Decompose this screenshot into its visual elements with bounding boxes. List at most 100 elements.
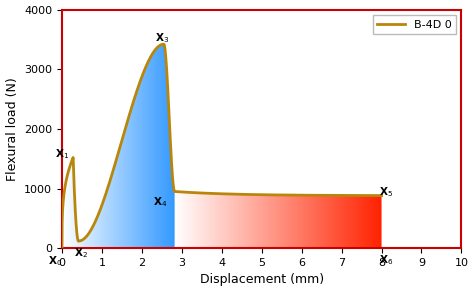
Bar: [369, 10, 370, 248]
Bar: [268, 10, 269, 248]
Bar: [323, 10, 324, 248]
Bar: [330, 10, 331, 248]
Bar: [277, 10, 278, 248]
Bar: [231, 10, 232, 248]
Bar: [319, 10, 320, 248]
Bar: [291, 10, 292, 248]
Bar: [376, 10, 377, 248]
Bar: [320, 10, 321, 248]
Bar: [221, 10, 222, 248]
Bar: [350, 10, 351, 248]
Bar: [347, 10, 348, 248]
B-4D 0: [59, 246, 65, 250]
Bar: [307, 10, 308, 248]
Bar: [346, 10, 347, 248]
Bar: [213, 10, 214, 248]
Y-axis label: Flexural load (N): Flexural load (N): [6, 77, 18, 181]
Polygon shape: [62, 44, 174, 248]
Bar: [264, 10, 265, 248]
Bar: [318, 10, 319, 248]
Bar: [207, 10, 208, 248]
Bar: [340, 10, 341, 248]
Bar: [179, 10, 180, 248]
Bar: [190, 10, 191, 248]
Bar: [365, 10, 366, 248]
Bar: [348, 10, 349, 248]
Bar: [316, 10, 317, 248]
Bar: [216, 10, 217, 248]
Bar: [197, 10, 198, 248]
Bar: [300, 10, 301, 248]
Bar: [363, 10, 364, 248]
Bar: [341, 10, 342, 248]
Bar: [222, 10, 223, 248]
Bar: [289, 10, 290, 248]
Bar: [381, 10, 382, 248]
Bar: [306, 10, 307, 248]
Bar: [211, 10, 212, 248]
Bar: [278, 10, 279, 248]
Bar: [201, 10, 202, 248]
Bar: [285, 10, 286, 248]
Bar: [309, 10, 310, 248]
Bar: [358, 10, 359, 248]
Bar: [225, 10, 226, 248]
Bar: [189, 10, 190, 248]
Bar: [232, 10, 233, 248]
Bar: [174, 10, 175, 248]
Bar: [276, 10, 277, 248]
Bar: [304, 10, 305, 248]
Bar: [367, 10, 368, 248]
Bar: [354, 10, 355, 248]
Bar: [272, 10, 273, 248]
Bar: [315, 10, 316, 248]
Bar: [212, 10, 213, 248]
Bar: [249, 10, 250, 248]
Bar: [219, 10, 220, 248]
Bar: [251, 10, 252, 248]
B-4D 0: [169, 171, 175, 174]
Bar: [295, 10, 296, 248]
Bar: [230, 10, 231, 248]
Bar: [333, 10, 334, 248]
Bar: [238, 10, 239, 248]
Bar: [321, 10, 322, 248]
Text: X$_2$: X$_2$: [74, 246, 88, 260]
Bar: [195, 10, 196, 248]
Bar: [229, 10, 230, 248]
Bar: [176, 10, 177, 248]
Bar: [226, 10, 227, 248]
Bar: [177, 10, 178, 248]
Text: X$_4$: X$_4$: [154, 195, 168, 209]
Bar: [292, 10, 293, 248]
Bar: [248, 10, 249, 248]
Bar: [198, 10, 199, 248]
Bar: [377, 10, 378, 248]
Bar: [282, 10, 283, 248]
Bar: [205, 10, 206, 248]
Text: X$_3$: X$_3$: [155, 31, 169, 45]
Legend: B-4D 0: B-4D 0: [373, 15, 456, 34]
Bar: [257, 10, 258, 248]
Bar: [223, 10, 224, 248]
Bar: [293, 10, 294, 248]
Bar: [298, 10, 299, 248]
Bar: [175, 10, 176, 248]
Bar: [297, 10, 298, 248]
Bar: [351, 10, 352, 248]
B-4D 0: [161, 42, 167, 46]
Bar: [192, 10, 193, 248]
Bar: [332, 10, 333, 248]
Bar: [378, 10, 379, 248]
Bar: [183, 10, 184, 248]
Bar: [301, 10, 302, 248]
Bar: [245, 10, 246, 248]
Bar: [353, 10, 354, 248]
Bar: [325, 10, 326, 248]
Bar: [274, 10, 275, 248]
Bar: [242, 10, 243, 248]
Bar: [271, 10, 272, 248]
Bar: [246, 10, 247, 248]
Bar: [191, 10, 192, 248]
Bar: [180, 10, 181, 248]
